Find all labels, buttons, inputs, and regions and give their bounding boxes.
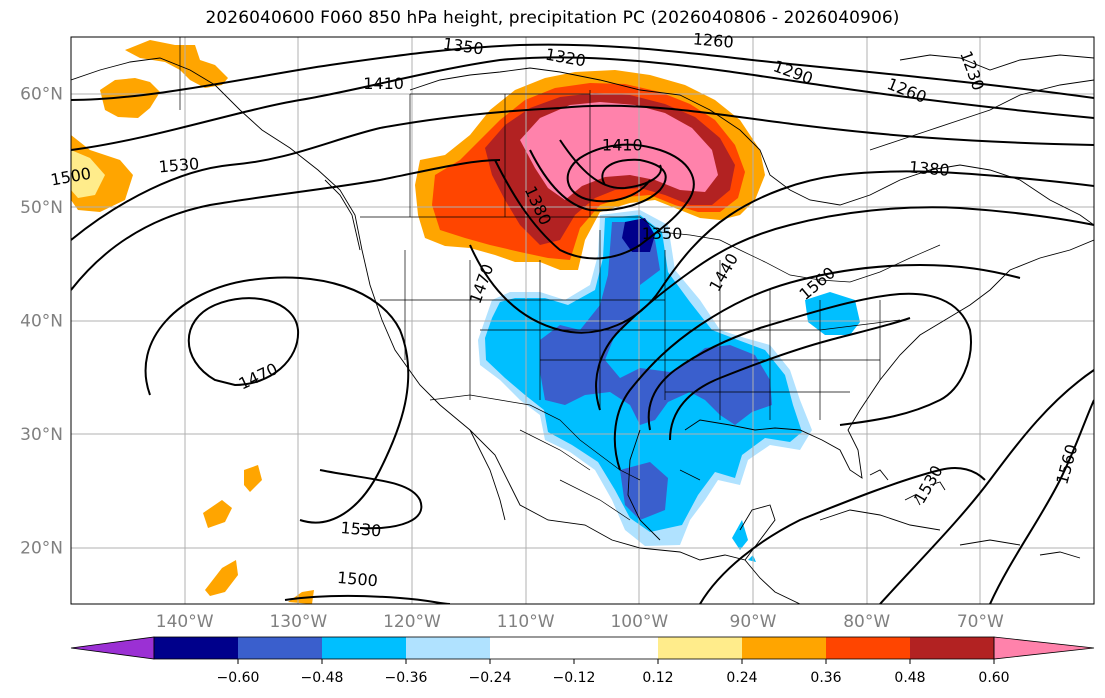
- colorbar-segment: [742, 637, 826, 659]
- colorbar-segment: [910, 637, 994, 659]
- borders: [179, 37, 941, 521]
- colorbar-extend-high: [993, 636, 1095, 660]
- longitude-tick-label: 100°W: [610, 612, 668, 632]
- longitude-tick-label: 110°W: [497, 612, 555, 632]
- colorbar-segment: [406, 637, 490, 659]
- colorbar-extend-low: [70, 636, 155, 660]
- colorbar-segment: [238, 637, 322, 659]
- colorbar-segment: [154, 637, 238, 659]
- colorbar-tick-label: 0.36: [810, 670, 841, 686]
- latitude-tick-label: 20°N: [20, 538, 63, 558]
- height-contours: [71, 43, 1094, 604]
- contour-label: 1350: [642, 224, 683, 243]
- contour-label: 1410: [363, 74, 404, 93]
- precip-negative-region: [620, 462, 668, 520]
- latitude-tick-label: 30°N: [20, 425, 63, 445]
- precip-positive-region: [244, 465, 262, 492]
- precip-positive-region: [203, 500, 232, 528]
- longitude-tick-label: 140°W: [156, 612, 214, 632]
- latitude-tick-label: 40°N: [20, 312, 63, 332]
- colorbar-segment: [490, 637, 574, 659]
- contour-label: 1530: [158, 154, 200, 176]
- colorbar-tick-label: −0.48: [301, 670, 344, 686]
- longitude-tick-label: 80°W: [843, 612, 890, 632]
- colorbar: −0.60 −0.48 −0.36 −0.24 −0.12 0.12 0.24 0.36 0.4…: [70, 636, 1095, 686]
- contour-label: 1410: [602, 135, 643, 154]
- colorbar-segment: [322, 637, 406, 659]
- latitude-tick-label: 60°N: [20, 85, 63, 105]
- precip-negative-region: [748, 555, 756, 562]
- precip-positive-region: [71, 150, 105, 198]
- map-content: [71, 37, 1094, 604]
- contour-label: 1500: [336, 568, 378, 590]
- colorbar-segment: [826, 637, 910, 659]
- contour-label: 1380: [908, 157, 950, 179]
- colorbar-tick-label: −0.36: [385, 670, 428, 686]
- map-frame: [70, 36, 1095, 605]
- precip-positive-region: [100, 78, 160, 118]
- precip-positive-region: [125, 40, 228, 88]
- contour-label: 1260: [692, 29, 734, 51]
- colorbar-tick-label: 0.12: [642, 670, 673, 686]
- colorbar-tick-label: 0.60: [978, 670, 1009, 686]
- longitude-tick-label: 130°W: [269, 612, 327, 632]
- colorbar-ticks: −0.60 −0.48 −0.36 −0.24 −0.12 0.12 0.24 0.36 0.4…: [217, 659, 1010, 686]
- colorbar-tick-label: 0.24: [726, 670, 757, 686]
- colorbar-tick-label: −0.12: [553, 670, 596, 686]
- colorbar-tick-label: −0.60: [217, 670, 260, 686]
- longitude-tick-label: 70°W: [957, 612, 1004, 632]
- precip-negative-region: [732, 520, 748, 550]
- colorbar-tick-label: −0.24: [469, 670, 512, 686]
- precip-positive-region: [205, 560, 238, 596]
- longitude-tick-label: 120°W: [383, 612, 441, 632]
- latitude-labels: 60°N 50°N 40°N 30°N 20°N: [20, 85, 63, 559]
- precip-positive-region: [520, 102, 718, 200]
- colorbar-segment: [658, 637, 742, 659]
- map-title: 2026040600 F060 850 hPa height, precipit…: [205, 8, 900, 28]
- colorbar-segment: [574, 637, 658, 659]
- latitude-tick-label: 50°N: [20, 198, 63, 218]
- precip-positive-region: [288, 590, 314, 604]
- contour-label: 1530: [340, 518, 382, 540]
- colorbar-tick-label: 0.48: [894, 670, 925, 686]
- longitude-tick-label: 90°W: [730, 612, 777, 632]
- longitude-labels: 140°W 130°W 120°W 110°W 100°W 90°W 80°W 70°W: [156, 612, 1004, 632]
